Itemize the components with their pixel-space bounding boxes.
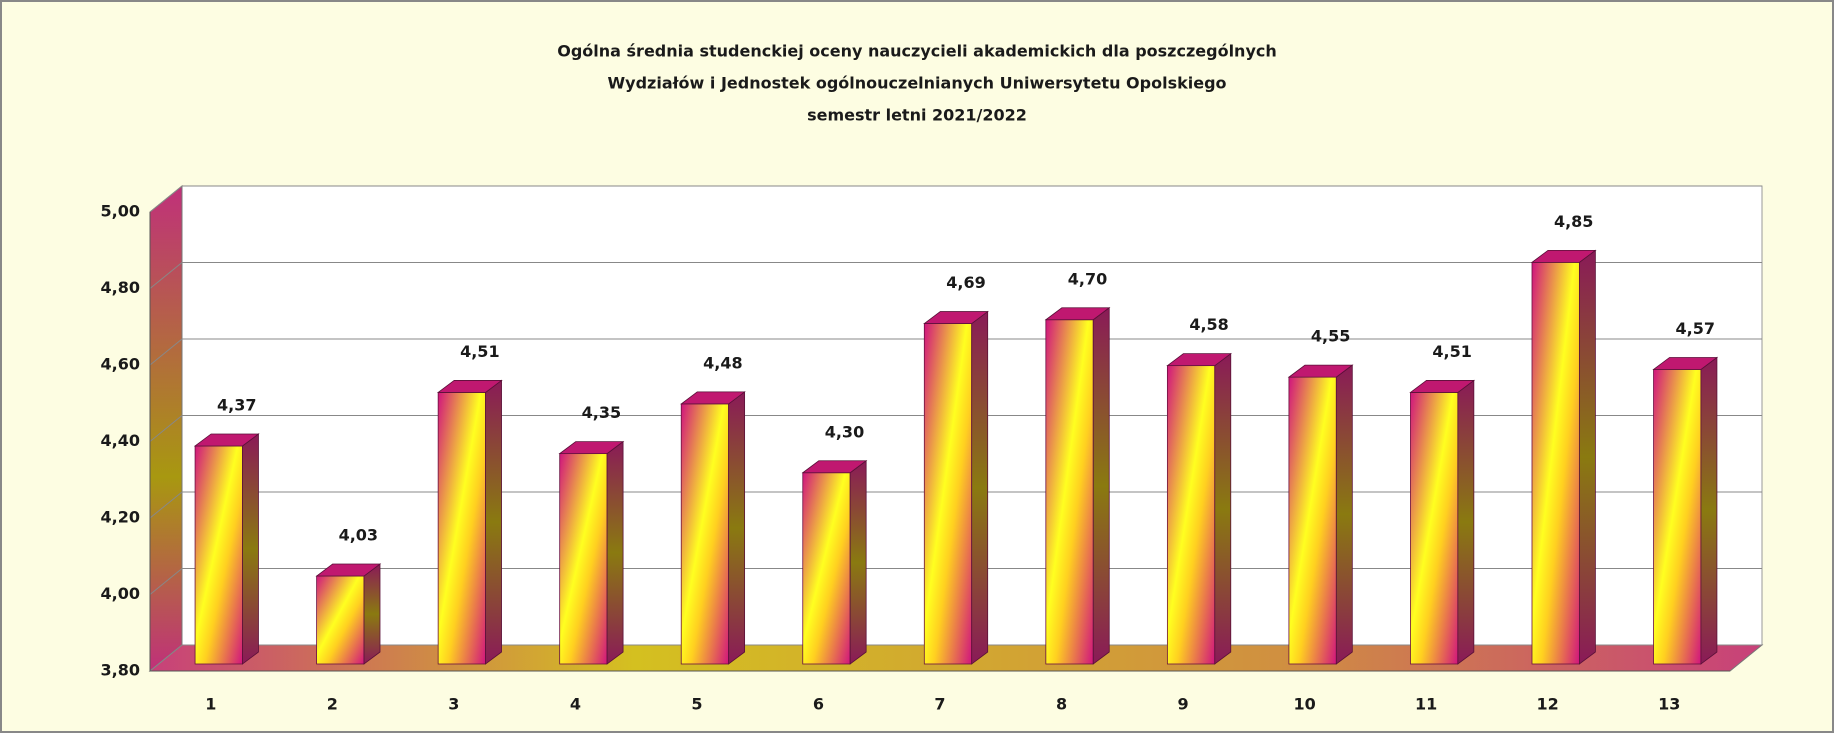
bar-top <box>558 441 625 455</box>
bar <box>437 392 486 665</box>
chart-title: Wydziałów i Jednostek ogólnouczelnianych… <box>607 74 1226 93</box>
bar-side <box>485 379 502 665</box>
bar-top <box>1409 380 1476 393</box>
bar-top <box>436 380 503 393</box>
value-label: 4,48 <box>703 353 742 372</box>
y-tick-label: 4,60 <box>101 355 140 374</box>
x-tick-label: 5 <box>691 695 702 714</box>
x-tick-label: 11 <box>1415 695 1437 714</box>
bar <box>1410 392 1459 665</box>
bar-top <box>923 311 989 324</box>
bar-top <box>1287 364 1354 378</box>
value-label: 4,51 <box>1432 342 1471 361</box>
value-label: 4,35 <box>582 403 621 422</box>
bar-side <box>606 440 624 665</box>
bar <box>802 472 851 665</box>
x-tick-label: 9 <box>1178 695 1189 714</box>
value-label: 4,69 <box>946 273 985 292</box>
bar-top <box>193 433 260 447</box>
x-tick-label: 10 <box>1293 695 1315 714</box>
value-label: 4,85 <box>1554 212 1593 231</box>
bar <box>923 323 973 665</box>
bar-side <box>1092 306 1110 665</box>
x-tick-label: 4 <box>570 695 581 714</box>
bar <box>1166 365 1216 665</box>
grid-line <box>149 644 183 672</box>
bar-side <box>1457 379 1475 665</box>
grid-line <box>149 338 183 366</box>
grid-line <box>149 415 183 442</box>
y-tick-label: 4,40 <box>101 431 140 450</box>
bar <box>1045 319 1094 665</box>
grid-line <box>149 491 183 519</box>
bar-top <box>1652 357 1719 370</box>
x-tick-label: 1 <box>205 695 216 714</box>
bar <box>1288 376 1337 665</box>
value-label: 4,30 <box>825 422 864 441</box>
bar <box>680 403 730 665</box>
y-tick-label: 4,80 <box>101 278 140 297</box>
value-label: 4,55 <box>1311 327 1350 346</box>
value-label: 4,70 <box>1068 269 1107 288</box>
bar <box>559 453 608 665</box>
value-label: 4,58 <box>1189 315 1228 334</box>
bar <box>1653 369 1702 665</box>
bar <box>194 445 243 665</box>
bar-top <box>680 391 746 405</box>
grid-line <box>149 568 183 595</box>
bar-side <box>1214 352 1232 665</box>
x-tick-label: 12 <box>1537 695 1559 714</box>
value-label: 4,37 <box>217 395 256 414</box>
x-tick-label: 3 <box>448 695 459 714</box>
bar-side <box>849 459 867 665</box>
grid-line <box>149 185 183 213</box>
x-tick-label: 6 <box>813 695 824 714</box>
value-label: 4,03 <box>339 526 378 545</box>
x-tick-label: 2 <box>327 695 338 714</box>
value-label: 4,57 <box>1675 319 1714 338</box>
bar-top <box>315 563 382 577</box>
chart-title: semestr letni 2021/2022 <box>807 106 1027 125</box>
bar-side <box>1700 356 1718 665</box>
x-tick-label: 13 <box>1658 695 1680 714</box>
x-tick-label: 7 <box>934 695 945 714</box>
chart-title: Ogólna średnia studenckiej oceny nauczyc… <box>557 42 1277 61</box>
bar <box>316 575 365 665</box>
bar <box>1531 261 1580 665</box>
bar-side <box>363 563 381 665</box>
bar-top <box>801 460 868 474</box>
bar-side <box>971 310 989 665</box>
y-tick-label: 4,20 <box>101 508 140 527</box>
y-tick-label: 5,00 <box>101 202 140 221</box>
bar-top <box>1166 353 1232 367</box>
grid-line <box>149 262 183 289</box>
bar-side <box>728 391 746 665</box>
bar-side <box>1335 364 1353 665</box>
bar-top <box>1044 307 1111 321</box>
y-tick-label: 4,00 <box>101 584 140 603</box>
x-tick-label: 8 <box>1056 695 1067 714</box>
bar-top <box>1530 249 1597 263</box>
value-label: 4,51 <box>460 342 499 361</box>
y-tick-label: 3,80 <box>101 661 140 680</box>
bar-side <box>242 433 259 665</box>
bar-side <box>1578 249 1596 665</box>
